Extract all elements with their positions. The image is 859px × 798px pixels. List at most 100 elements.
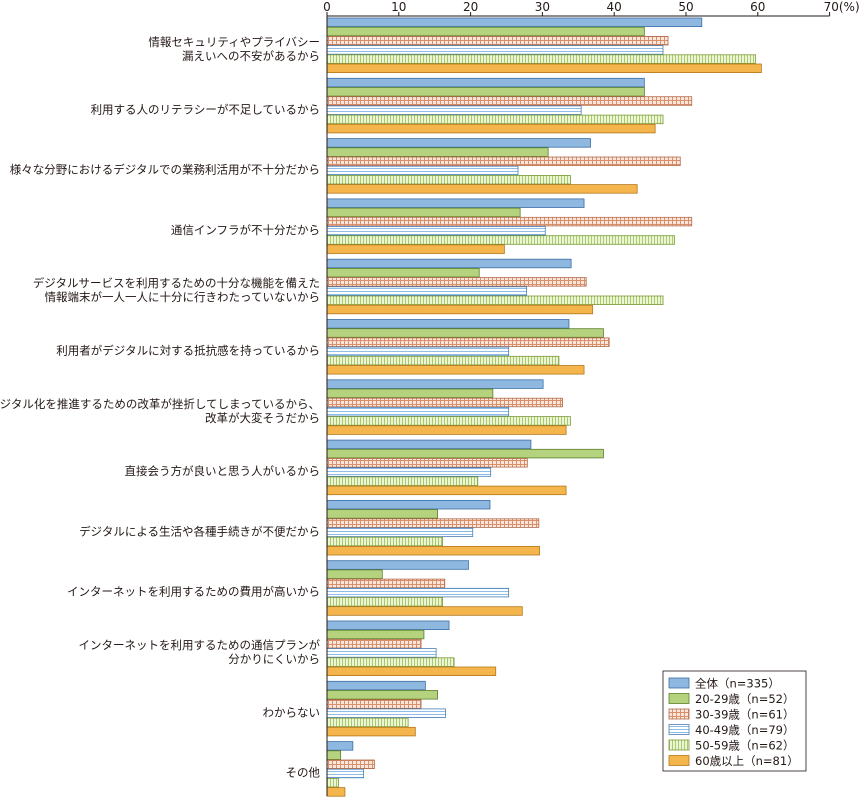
- bar-6-5: [326, 425, 567, 435]
- legend-swatch-5: [668, 755, 690, 766]
- bar-1-0: [326, 77, 645, 88]
- bar-0-2: [326, 36, 669, 46]
- category-label-2-0: 様々な分野におけるデジタルでの業務利活用が不十分だから: [10, 163, 320, 177]
- bar-3-2: [326, 216, 693, 227]
- legend-label-5: 60歳以上（n=81）: [695, 754, 799, 768]
- tick-label-3: 30: [535, 0, 550, 14]
- bar-8-1: [326, 509, 438, 519]
- bar-11-5: [326, 726, 416, 737]
- bar-4-4: [326, 295, 664, 306]
- tick-label-1: 10: [391, 0, 406, 14]
- bar-12-5: [326, 787, 346, 797]
- legend-label-3: 40-49歳（n=79）: [695, 723, 794, 737]
- bar-3-3: [326, 226, 546, 236]
- category-label-10-0: インターネットを利用するための通信プランが: [79, 638, 321, 652]
- bar-2-0: [326, 138, 591, 148]
- category-label-10-1: 分かりにくいから: [228, 652, 320, 666]
- tick-label-0: 0: [323, 0, 331, 14]
- bar-4-3: [326, 286, 528, 296]
- legend-label-0: 全体（n=335）: [695, 677, 780, 691]
- bar-2-4: [326, 174, 571, 185]
- bar-10-5: [326, 666, 497, 677]
- bar-5-4: [326, 355, 560, 366]
- tick-label-5: 50: [678, 0, 693, 14]
- bar-12-1: [326, 750, 342, 760]
- bar-8-2: [326, 518, 540, 528]
- bar-9-0: [326, 560, 469, 570]
- category-label-6-0: デジタル化を推進するための改革が挫折してしまっているから、: [0, 397, 320, 411]
- bar-11-2: [326, 699, 422, 709]
- category-label-12-0: その他: [286, 766, 321, 780]
- category-label-0-1: 漏えいへの不安があるから: [182, 49, 320, 63]
- bar-7-2: [326, 458, 528, 468]
- bar-8-5: [326, 546, 540, 556]
- bar-2-2: [326, 156, 681, 167]
- bar-8-0: [326, 499, 491, 510]
- legend-swatch-4: [668, 739, 690, 751]
- bar-9-5: [326, 606, 523, 616]
- category-label-3-0: 通信インフラが不十分だから: [171, 223, 320, 237]
- category-label-4-0: デジタルサービスを利用するための十分な機能を備えた: [33, 276, 320, 290]
- bars-layer: [326, 17, 762, 797]
- bar-8-3: [326, 527, 474, 538]
- bar-3-1: [326, 207, 521, 218]
- bar-5-1: [326, 328, 604, 338]
- bar-3-4: [326, 235, 675, 245]
- bar-3-0: [326, 198, 585, 208]
- bar-11-4: [326, 717, 409, 728]
- bar-1-2: [326, 96, 693, 106]
- category-label-7-0: 直接会う方が良いと思う人がいるから: [125, 464, 321, 478]
- bar-11-3: [326, 708, 446, 718]
- category-label-11-0: わからない: [263, 705, 321, 719]
- bar-7-5: [326, 485, 567, 496]
- bar-8-4: [326, 536, 443, 547]
- legend-swatch-1: [668, 693, 690, 704]
- category-label-0-0: 情報セキュリティやプライバシー: [148, 35, 320, 49]
- bar-11-1: [326, 690, 438, 700]
- bar-12-4: [326, 778, 339, 788]
- tick-label-4: 40: [607, 0, 622, 14]
- category-label-4-1: 情報端末が一人一人に十分に行きわたっていないから: [45, 290, 320, 304]
- bar-9-1: [326, 569, 383, 579]
- bar-7-1: [326, 448, 604, 459]
- bar-4-1: [326, 267, 480, 278]
- x-axis: 0 10 20 30 40 50 60 70(%): [323, 0, 859, 796]
- bar-1-3: [326, 105, 582, 115]
- legend: 全体（n=335）20-29歳（n=52） 30-39歳（n=61）40-49歳（…: [662, 670, 807, 772]
- bar-5-3: [326, 346, 510, 357]
- bar-5-2: [326, 337, 610, 347]
- bar-4-2: [326, 277, 587, 287]
- bar-4-0: [326, 258, 572, 269]
- bar-7-4: [326, 476, 479, 486]
- bar-2-1: [326, 147, 549, 157]
- bar-10-1: [326, 629, 425, 640]
- tick-label-2: 20: [463, 0, 478, 14]
- bar-12-3: [326, 768, 365, 779]
- bar-4-5: [326, 304, 594, 315]
- bar-0-0: [326, 17, 703, 28]
- bar-2-3: [326, 165, 519, 176]
- bar-10-2: [326, 639, 422, 649]
- bar-7-3: [326, 467, 492, 477]
- category-label-6-1: 改革が大変そうだから: [205, 411, 320, 425]
- bar-6-2: [326, 397, 563, 408]
- bar-6-3: [326, 406, 510, 417]
- legend-swatch-0: [668, 677, 690, 689]
- bar-1-4: [326, 114, 664, 125]
- category-label-1-0: 利用する人のリテラシーが不足しているから: [91, 102, 320, 116]
- bar-1-5: [326, 123, 656, 134]
- bar-6-4: [326, 416, 571, 426]
- bar-1-1: [326, 87, 645, 97]
- bar-10-3: [326, 648, 437, 658]
- tick-label-6: 60: [750, 0, 765, 14]
- bar-9-4: [326, 597, 443, 607]
- bar-9-2: [326, 578, 446, 589]
- legend-label-1: 20-29歳（n=52）: [695, 692, 794, 706]
- category-label-5-0: 利用者がデジタルに対する抵抗感を持っているから: [56, 344, 320, 358]
- bar-3-5: [326, 244, 505, 254]
- bar-5-5: [326, 365, 585, 375]
- tick-label-7: 70(%): [824, 0, 859, 14]
- bar-11-0: [326, 680, 426, 691]
- legend-swatch-2: [668, 708, 690, 720]
